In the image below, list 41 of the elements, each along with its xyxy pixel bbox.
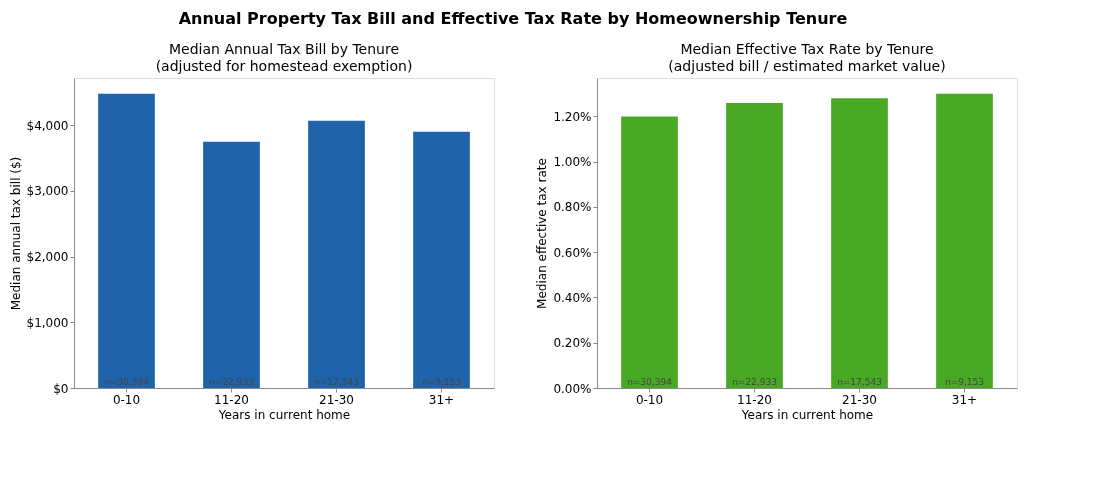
bar [308, 120, 365, 388]
y-tick-label: 0.20% [553, 336, 592, 351]
y-tick-label: $1,000 [26, 315, 69, 330]
y-tick-label: 1.20% [553, 109, 592, 124]
y-axis-title: Median annual tax bill ($) [8, 156, 23, 311]
x-tick-label: 21-30 [319, 392, 354, 407]
annotation: n=17,543 [314, 377, 359, 387]
y-tick-label: 0.00% [553, 381, 592, 396]
chart-subtitle: (adjusted for homestead exemption) [155, 58, 413, 74]
annotation: n=17,543 [837, 377, 882, 387]
x-tick-label: 0-10 [635, 392, 664, 407]
y-axis-title: Median effective tax rate [535, 158, 550, 309]
y-tick-label: $0 [53, 381, 69, 396]
y-tick-label: 0.60% [553, 245, 592, 260]
x-tick-label: 11-20 [737, 392, 772, 407]
y-tick-label: $2,000 [26, 250, 69, 265]
bar [203, 141, 260, 388]
annotation: n=9,153 [421, 377, 462, 387]
y-tick-label: $3,000 [26, 184, 69, 199]
x-tick-label: 31+ [428, 392, 455, 407]
bar [98, 93, 155, 388]
x-tick-label: 21-30 [842, 392, 877, 407]
text: Annual Property Tax Bill and Effective Tax Rate by Homeownership Tenure [178, 8, 848, 28]
x-tick-label: 11-20 [214, 392, 249, 407]
x-axis-title: Years in current home [740, 407, 874, 422]
y-tick-label: $4,000 [26, 118, 69, 133]
x-axis-title: Years in current home [217, 407, 351, 422]
y-tick-label: 0.80% [553, 200, 592, 215]
annotation: n=9,153 [944, 377, 985, 387]
x-tick-label: 0-10 [112, 392, 141, 407]
annotation: n=22,933 [209, 377, 254, 387]
bar [413, 131, 470, 388]
y-tick-label: 1.00% [553, 155, 592, 170]
annotation: n=30,394 [104, 377, 150, 387]
x-tick-label: 31+ [951, 392, 978, 407]
chart-title: Median Annual Tax Bill by Tenure [169, 41, 399, 57]
annotation: n=30,394 [627, 377, 673, 387]
y-tick-label: 0.40% [553, 290, 592, 305]
annotation: n=22,933 [732, 377, 777, 387]
chart-title: Median Effective Tax Rate by Tenure [680, 41, 934, 57]
chart-subtitle: (adjusted bill / estimated market value) [668, 58, 946, 74]
